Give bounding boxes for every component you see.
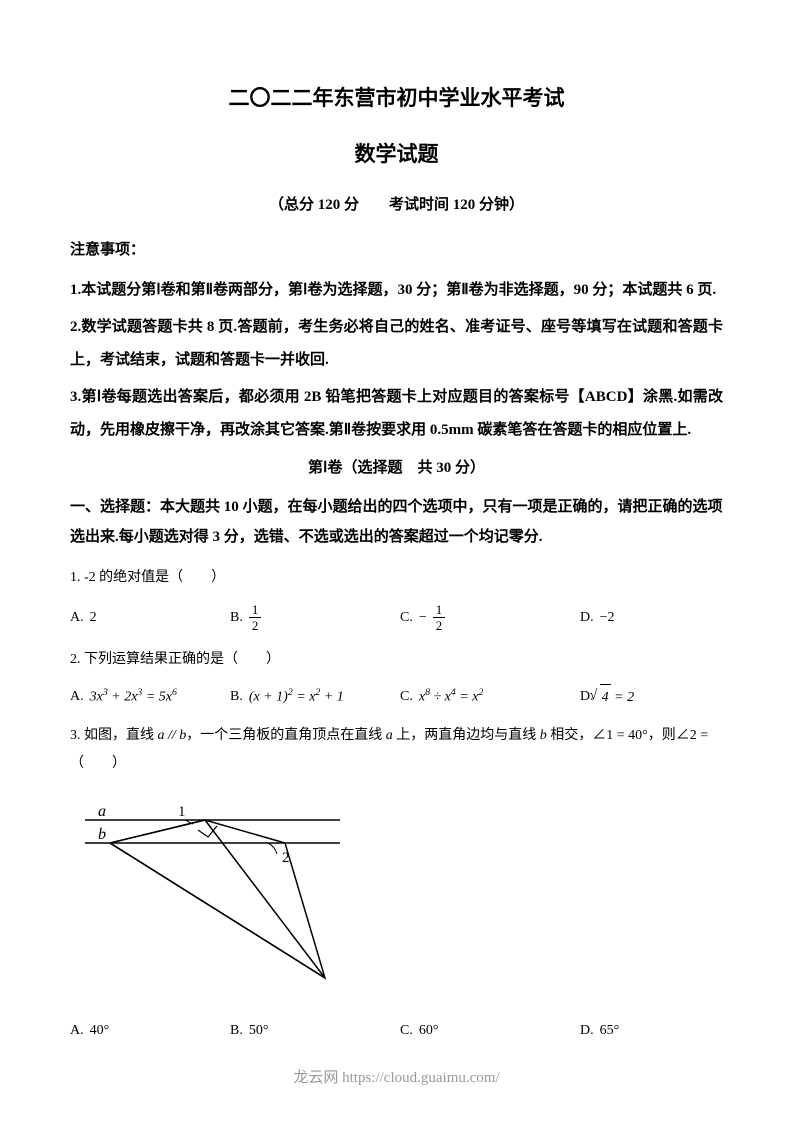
- option-label: B.: [230, 1018, 243, 1043]
- q3-option-a: A. 40°: [70, 1018, 230, 1043]
- fraction: 1 2: [249, 602, 262, 634]
- q1-options: A. 2 B. 1 2 C. − 1 2 D. −2: [70, 602, 723, 634]
- q3-stem: 3. 如图，直线 a // b，一个三角板的直角顶点在直线 a 上，两直角边均与…: [70, 722, 723, 778]
- section1-title: 第Ⅰ卷（选择题 共 30 分）: [70, 455, 723, 482]
- math-var: b: [540, 728, 547, 743]
- q2-option-b: B. (x + 1)2 = x2 + 1: [230, 684, 400, 710]
- label-angle-2: 2: [282, 850, 290, 866]
- q3-option-d: D. 65°: [580, 1018, 720, 1043]
- math-expression: x8 ÷ x4 = x2: [419, 684, 484, 710]
- option-value: 60°: [419, 1018, 439, 1043]
- option-value: 40°: [90, 1018, 110, 1043]
- option-label: B.: [230, 605, 243, 630]
- q2-option-d: D. √4 = 2: [580, 684, 720, 710]
- notice-item-3: 3.第Ⅰ卷每题选出答案后，都必须用 2B 铅笔把答题卡上对应题目的答案标号【AB…: [70, 381, 723, 447]
- option-value: −2: [600, 605, 615, 630]
- section1-instruction: 一、选择题：本大题共 10 小题，在每小题给出的四个选项中，只有一项是正确的，请…: [70, 492, 723, 552]
- notice-item-2: 2.数学试题答题卡共 8 页.答题前，考生务必将自己的姓名、准考证号、座号等填写…: [70, 311, 723, 377]
- subject-title: 数学试题: [70, 136, 723, 174]
- denominator: 2: [433, 618, 446, 634]
- notice-item-1: 1.本试题分第Ⅰ卷和第Ⅱ卷两部分，第Ⅰ卷为选择题，30 分；第Ⅱ卷为非选择题，9…: [70, 274, 723, 307]
- math-var: a // b: [158, 728, 187, 743]
- numerator: 1: [249, 602, 262, 619]
- q3-text-1: 3. 如图，直线: [70, 728, 158, 743]
- option-label: C.: [400, 605, 413, 630]
- q2-options: A. 3x3 + 2x3 = 5x6 B. (x + 1)2 = x2 + 1 …: [70, 684, 723, 710]
- option-label: C.: [400, 684, 413, 709]
- angle-2-arc: [268, 843, 277, 854]
- option-label: D.: [580, 605, 594, 630]
- numerator: 1: [433, 602, 446, 619]
- option-label: A.: [70, 684, 84, 709]
- option-value: 2: [90, 605, 97, 630]
- triangle-edge: [110, 843, 325, 978]
- denominator: 2: [249, 618, 262, 634]
- q2-option-c: C. x8 ÷ x4 = x2: [400, 684, 580, 710]
- label-angle-1: 1: [178, 804, 186, 820]
- label-a: a: [98, 803, 106, 820]
- math-expression: √4 = 2: [600, 684, 634, 710]
- q3-text-3: 上，两直角边均与直线: [393, 728, 540, 743]
- q2-stem: 2. 下列运算结果正确的是（ ）: [70, 646, 723, 674]
- main-title: 二〇二二年东营市初中学业水平考试: [70, 80, 723, 118]
- option-label: B.: [230, 684, 243, 709]
- option-label: C.: [400, 1018, 413, 1043]
- math-var: a: [386, 728, 393, 743]
- q3-text-2: ，一个三角板的直角顶点在直线: [186, 728, 386, 743]
- option-label: D.: [580, 1018, 594, 1043]
- triangle-diagram: a b 1 2: [80, 798, 400, 988]
- option-label: A.: [70, 1018, 84, 1043]
- option-label: A.: [70, 605, 84, 630]
- q2-option-a: A. 3x3 + 2x3 = 5x6: [70, 684, 230, 710]
- minus-sign: −: [419, 605, 427, 630]
- option-value: 50°: [249, 1018, 269, 1043]
- q3-options: A. 40° B. 50° C. 60° D. 65°: [70, 1018, 723, 1043]
- q1-option-d: D. −2: [580, 602, 720, 634]
- q1-option-a: A. 2: [70, 602, 230, 634]
- q3-text-4: 相交，∠1 = 40°，则∠2 =: [547, 728, 708, 743]
- math-expression: 3x3 + 2x3 = 5x6: [90, 684, 177, 710]
- q1-stem: 1. -2 的绝对值是（ ）: [70, 564, 723, 592]
- option-value: 65°: [600, 1018, 620, 1043]
- math-expression: (x + 1)2 = x2 + 1: [249, 684, 344, 710]
- label-b: b: [98, 826, 106, 843]
- exam-info: （总分 120 分 考试时间 120 分钟）: [70, 192, 723, 219]
- q3-text-5: （ ）: [70, 756, 126, 771]
- q3-option-c: C. 60°: [400, 1018, 580, 1043]
- q3-figure: a b 1 2: [80, 798, 400, 988]
- q1-option-b: B. 1 2: [230, 602, 400, 634]
- q3-option-b: B. 50°: [230, 1018, 400, 1043]
- q1-option-c: C. − 1 2: [400, 602, 580, 634]
- fraction: 1 2: [433, 602, 446, 634]
- notice-header: 注意事项：: [70, 237, 723, 264]
- page-footer: 龙云网 https://cloud.guaimu.com/: [0, 1065, 793, 1092]
